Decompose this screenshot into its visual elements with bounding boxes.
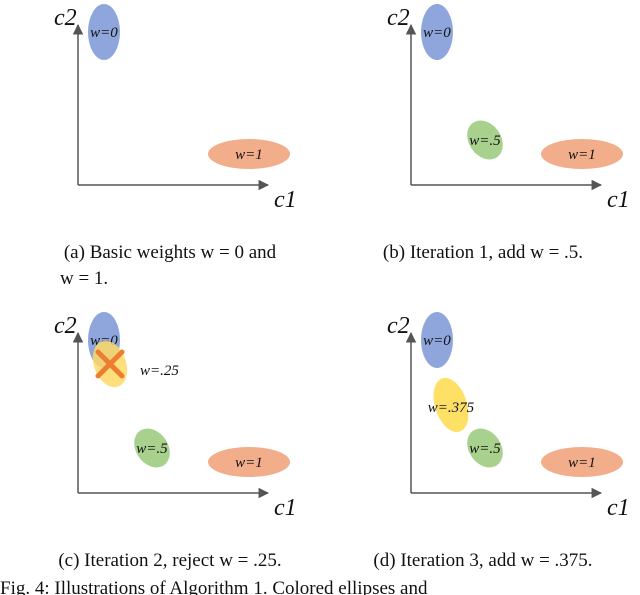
ellipse bbox=[208, 139, 290, 169]
x-axis-label: c1 bbox=[607, 495, 630, 521]
caption: (b) Iteration 1, add w = .5. bbox=[383, 242, 583, 263]
caption: (c) Iteration 2, reject w = .25. bbox=[58, 550, 281, 571]
ellipse-label: w=0 bbox=[423, 25, 451, 41]
panel: c2 c1 w=0 w=.5 w=1 (b) Iteration 1, add w = .… bbox=[383, 4, 630, 263]
ellipse-label: w=.375 bbox=[428, 400, 475, 416]
ellipse-label: w=.25 bbox=[140, 363, 179, 379]
y-axis-label: c2 bbox=[387, 313, 410, 339]
ellipse-label: w=.5 bbox=[136, 441, 168, 457]
ellipse bbox=[467, 120, 503, 160]
ellipse bbox=[134, 428, 170, 468]
panel: c2 c1 w=0 w=1 (a) Basic weights w = 0 and w =… bbox=[54, 4, 297, 289]
y-axis-label: c2 bbox=[54, 313, 77, 339]
caption: (a) Basic weights w = 0 and bbox=[64, 242, 277, 263]
ellipse bbox=[421, 4, 453, 60]
ellipse-label: w=1 bbox=[235, 147, 263, 163]
ellipse bbox=[541, 139, 623, 169]
ellipse-label: w=1 bbox=[235, 455, 263, 471]
ellipse bbox=[208, 447, 290, 477]
ellipse bbox=[433, 377, 469, 433]
ellipse-label: w=1 bbox=[568, 147, 596, 163]
ellipse bbox=[421, 312, 453, 368]
ellipse-label: w=0 bbox=[90, 25, 118, 41]
y-axis-label: c2 bbox=[387, 5, 410, 31]
x-axis-label: c1 bbox=[274, 495, 297, 521]
ellipse bbox=[88, 4, 120, 60]
reject-cross bbox=[95, 349, 125, 379]
y-axis-label: c2 bbox=[54, 5, 77, 31]
figure-caption: Fig. 4: Illustrations of Algorithm 1. Co… bbox=[0, 578, 428, 595]
caption: (d) Iteration 3, add w = .375. bbox=[373, 550, 592, 571]
ellipse bbox=[541, 447, 623, 477]
ellipse-label: w=.5 bbox=[469, 133, 501, 149]
ellipse-label: w=1 bbox=[568, 455, 596, 471]
ellipse bbox=[467, 428, 503, 468]
caption: w = 1. bbox=[60, 268, 108, 289]
ellipse-label: w=.5 bbox=[469, 441, 501, 457]
x-axis-label: c1 bbox=[607, 187, 630, 213]
x-axis-label: c1 bbox=[274, 187, 297, 213]
ellipse-label: w=0 bbox=[423, 333, 451, 349]
panel: c2 c1 w=0 w=.375 w=.5 w=1 (d) Iteration 3, add… bbox=[373, 312, 630, 571]
